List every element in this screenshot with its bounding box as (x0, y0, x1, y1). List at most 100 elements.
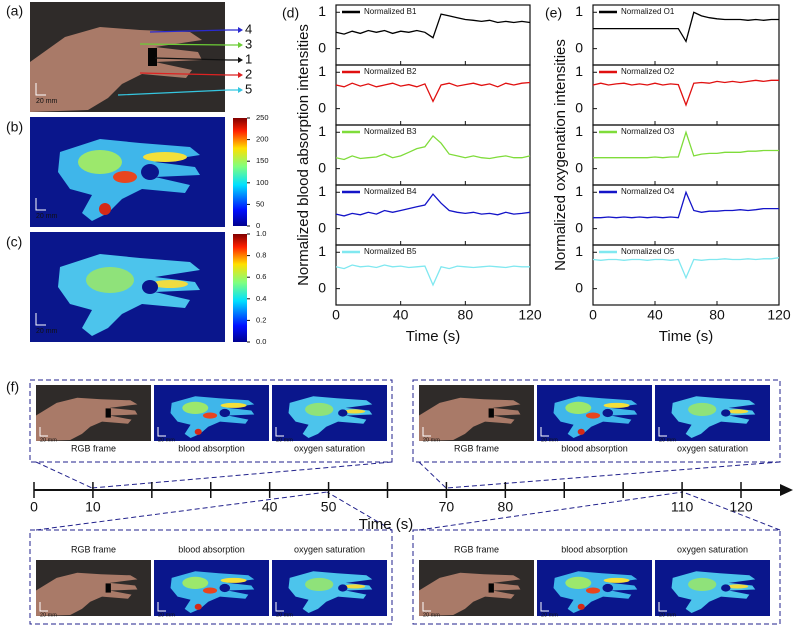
snapshot-box (412, 379, 781, 463)
series-line (593, 11, 779, 44)
scale-label: 20 mm (659, 437, 676, 443)
oxygen-map (30, 232, 225, 342)
scale-label: 20 mm (423, 612, 440, 618)
snapshot-caption: RGB frame (454, 443, 499, 453)
snapshot-caption: oxygen saturation (294, 544, 365, 554)
y-tick-label: 1 (575, 3, 583, 19)
y-tick-label: 1 (318, 123, 326, 139)
marker-label: 5 (245, 81, 252, 96)
x-axis-label: Time (s) (659, 328, 713, 345)
scale-bar (275, 602, 284, 612)
colorbar-label: 0 (256, 221, 260, 230)
scale-label: 20 mm (276, 612, 293, 618)
y-tick-label: 0 (575, 279, 583, 295)
timeline-label: Time (s) (359, 516, 413, 533)
panel-label: (f) (6, 379, 19, 395)
y-tick-label: 0 (575, 159, 583, 175)
x-tick-label: 0 (332, 307, 340, 323)
snapshot-image (36, 385, 151, 441)
timeline-tick-label: 120 (729, 499, 753, 515)
scale-label: 20 mm (276, 437, 293, 443)
marker-label: 1 (245, 51, 252, 66)
y-tick-label: 0 (318, 219, 326, 235)
legend-label: Normalized O4 (621, 187, 675, 196)
legend-label: Normalized B2 (364, 67, 417, 76)
timeline-arrow (780, 484, 793, 496)
y-tick-label: 0 (575, 219, 583, 235)
y-tick-label: 1 (318, 183, 326, 199)
snapshot-caption: blood absorption (561, 544, 628, 554)
series-line (593, 130, 779, 159)
colorbar-label: 200 (256, 135, 269, 144)
snapshot-caption: oxygen saturation (294, 443, 365, 453)
scale-bar (35, 313, 46, 326)
y-tick-label: 0 (318, 279, 326, 295)
colorbar-label: 250 (256, 113, 269, 122)
legend-label: Normalized O3 (621, 127, 675, 136)
scale-bar (157, 427, 166, 437)
marker-head (238, 72, 243, 78)
y-tick-label: 1 (575, 183, 583, 199)
panel-label: (c) (6, 234, 22, 250)
scale-bar (275, 427, 284, 437)
scale-label: 20 mm (541, 437, 558, 443)
rgb-photo (30, 2, 225, 112)
marker-arrow (154, 57, 238, 61)
colorbar-label: 0.2 (256, 315, 266, 324)
snapshot-image (272, 560, 387, 616)
subplot-frame (592, 244, 780, 306)
y-tick-label: 0 (575, 39, 583, 55)
colorbar (233, 118, 247, 226)
connectors (29, 379, 781, 625)
legend-label: Normalized B5 (364, 247, 417, 256)
timeline-tick-label: 10 (85, 499, 101, 515)
timeline-tick-label: 70 (439, 499, 455, 515)
x-tick-label: 120 (518, 307, 542, 323)
timeline-tick-label: 110 (671, 499, 694, 515)
scale-bar (422, 427, 431, 437)
marker-arrow (139, 72, 238, 76)
scale-label: 20 mm (40, 612, 57, 618)
snapshot-image (537, 560, 652, 616)
snapshot-image (154, 560, 269, 616)
legend-label: Normalized B4 (364, 187, 417, 196)
scale-bar (540, 602, 549, 612)
snapshot-caption: blood absorption (178, 443, 245, 453)
y-tick-label: 0 (318, 99, 326, 115)
scale-bar (658, 602, 667, 612)
snapshot-box (29, 379, 393, 463)
timeline-tick-label: 50 (321, 499, 337, 515)
marker-arrow (149, 29, 238, 33)
timeline-tick-label: 80 (498, 499, 514, 515)
snapshot-caption: oxygen saturation (677, 443, 748, 453)
scale-bar (157, 602, 166, 612)
snapshot-image (36, 560, 151, 616)
colorbar-label: 50 (256, 199, 264, 208)
series-line (593, 190, 779, 219)
y-tick-label: 1 (575, 123, 583, 139)
x-tick-label: 80 (709, 307, 725, 323)
marker-head (238, 87, 243, 93)
snapshot-box (29, 529, 393, 625)
snapshot-caption: RGB frame (454, 544, 499, 554)
legend-label: Normalized B1 (364, 7, 417, 16)
series-line (335, 81, 531, 103)
snapshot-caption: blood absorption (178, 544, 245, 554)
subplot-frame (335, 244, 531, 306)
y-tick-label: 1 (575, 63, 583, 79)
marker-arrow (139, 43, 238, 46)
snapshot-image (419, 560, 534, 616)
scale-label: 20 mm (423, 437, 440, 443)
scale-bar (39, 602, 48, 612)
scale-bar (422, 602, 431, 612)
snapshot-image (419, 385, 534, 441)
legend-label: Normalized O2 (621, 67, 675, 76)
connector (35, 461, 393, 489)
y-tick-label: 0 (318, 159, 326, 175)
colorbar-label: 0.0 (256, 337, 266, 346)
series-line (335, 264, 530, 287)
x-tick-label: 120 (767, 307, 791, 323)
snapshot-caption: blood absorption (561, 443, 628, 453)
series-line (335, 13, 531, 39)
